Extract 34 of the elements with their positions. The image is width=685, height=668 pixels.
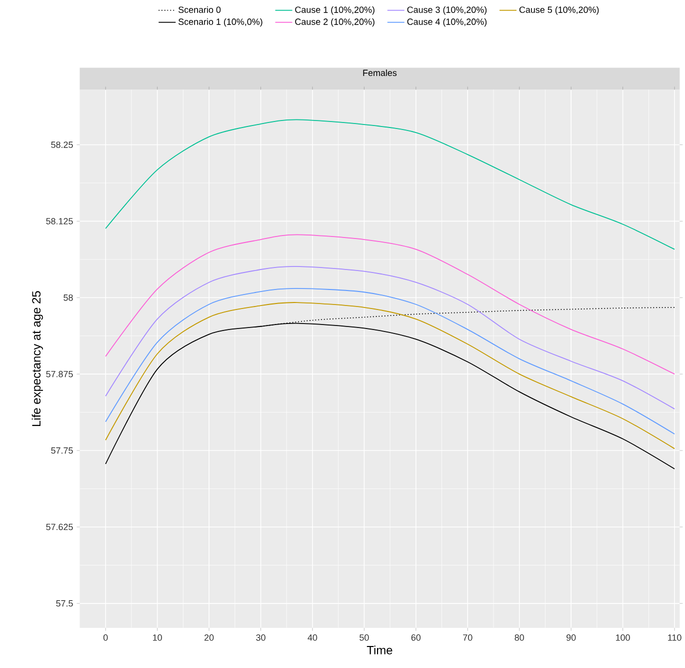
y-tick-label: 57.75 [51, 448, 73, 454]
x-axis-title: Time [366, 646, 392, 654]
y-tick-label: 57.5 [56, 600, 73, 607]
line-series [105, 119, 675, 250]
legend-label: Scenario 1 (10%,0%) [178, 18, 262, 27]
y-tick-label: 58.125 [46, 218, 73, 224]
legend-label: Cause 2 (10%,20%) [295, 18, 374, 27]
y-tick-label: 57.625 [46, 524, 73, 530]
y-axis-title: Life expectancy at age 25 [32, 291, 43, 426]
x-tick-label: 0 [103, 634, 108, 641]
x-tick-label: 60 [411, 634, 421, 641]
chart-title: Females [363, 70, 397, 76]
x-tick-label: 70 [463, 634, 472, 641]
x-tick-label: 80 [514, 634, 524, 641]
legend-label: Cause 3 (10%,20%) [407, 6, 487, 15]
x-tick-label: 40 [308, 634, 318, 641]
x-tick-label: 100 [616, 634, 630, 641]
x-tick-label: 10 [153, 634, 162, 641]
legend-label: Cause 1 (10%,20%) [295, 6, 374, 15]
x-tick-label: 110 [668, 634, 682, 641]
line-series [105, 234, 675, 375]
y-tick-label: 58 [64, 294, 73, 301]
y-tick-label: 57.875 [46, 371, 73, 378]
y-tick-label: 58.25 [51, 142, 73, 148]
line-series [105, 288, 675, 435]
x-tick-label: 30 [256, 634, 266, 641]
legend-label: Scenario 0 [178, 6, 221, 14]
x-tick-label: 50 [360, 634, 369, 641]
legend-label: Cause 5 (10%,20%) [519, 6, 599, 15]
x-tick-label: 20 [204, 634, 214, 641]
legend-label: Cause 4 (10%,20%) [407, 18, 487, 27]
x-tick-label: 90 [566, 634, 576, 641]
line-series [105, 302, 675, 450]
line-series [105, 266, 675, 410]
